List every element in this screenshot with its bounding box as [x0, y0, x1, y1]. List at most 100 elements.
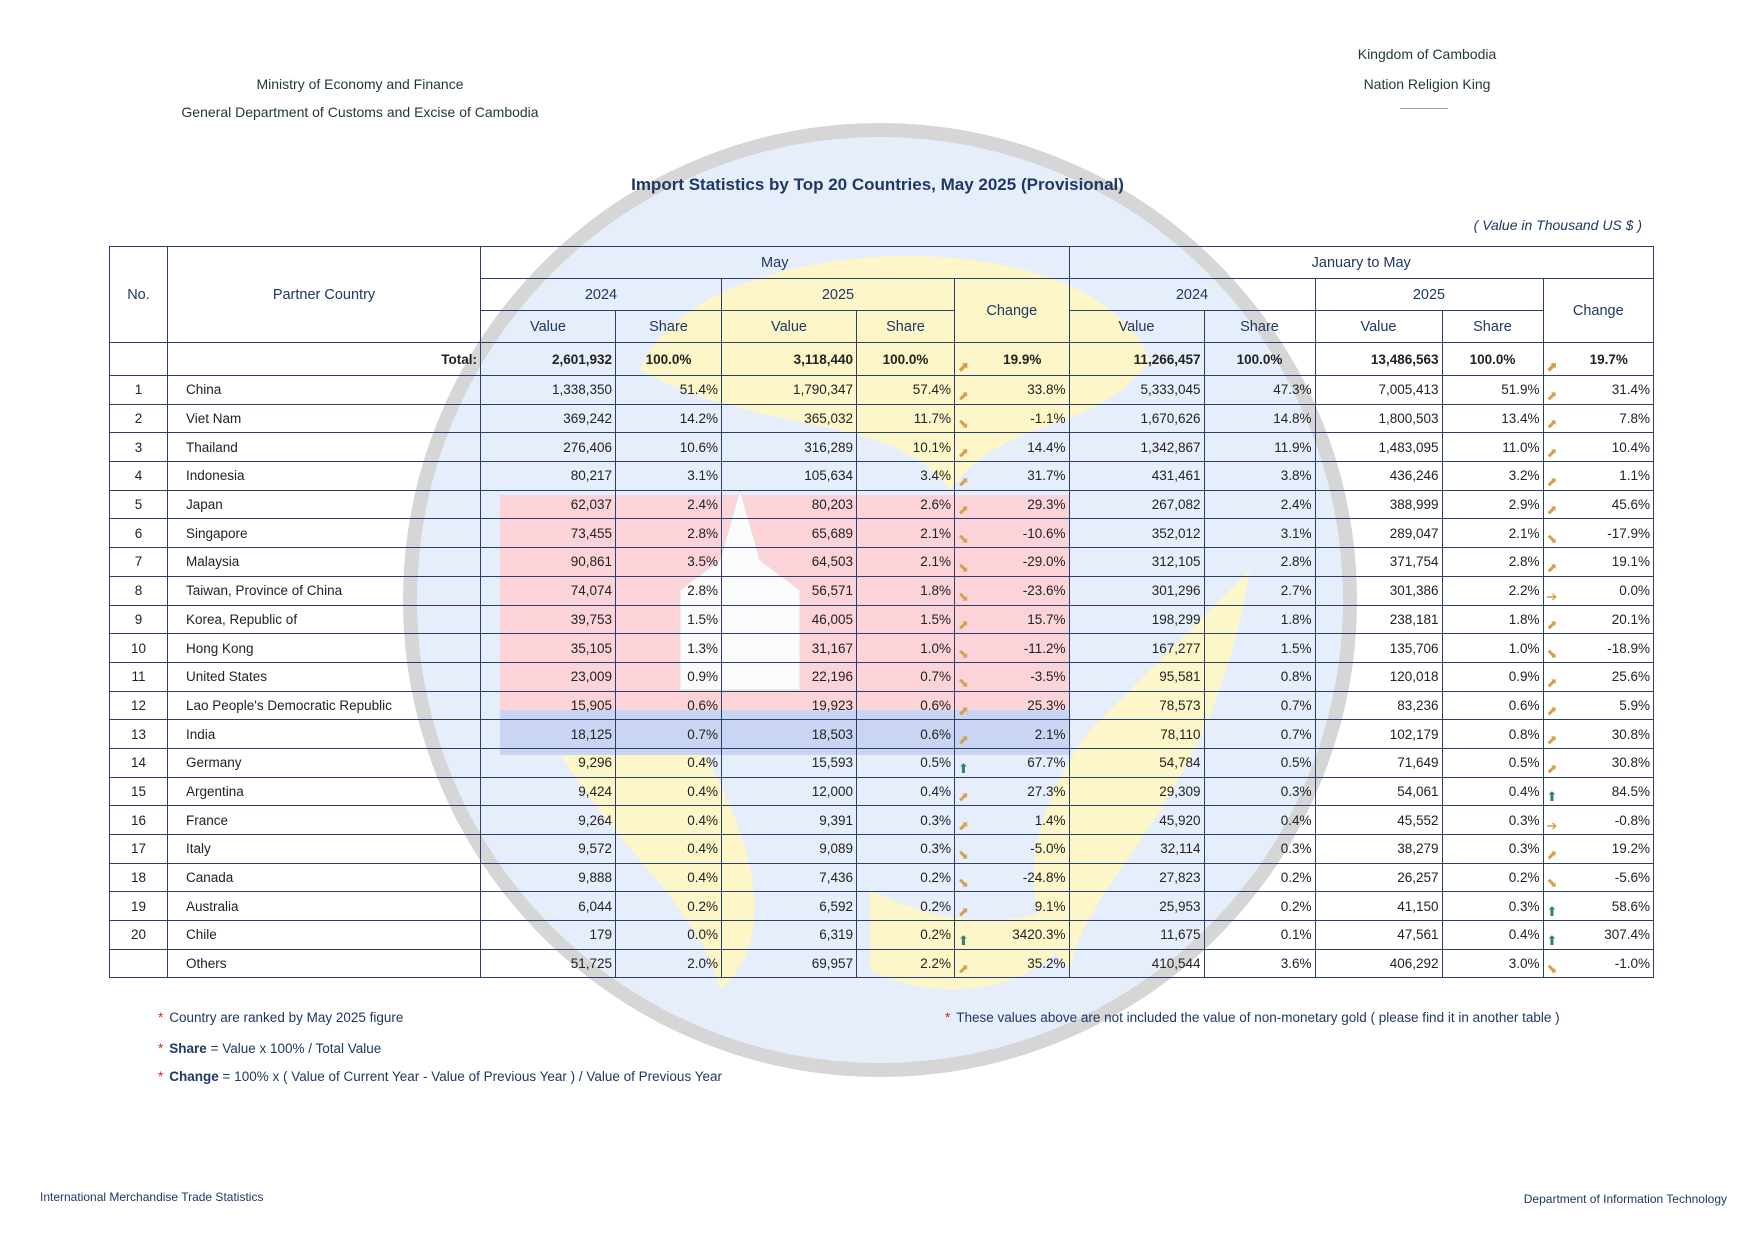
ytd-2025-value: 120,018 [1314, 661, 1443, 692]
may-2025-value: 22,196 [721, 661, 857, 692]
may-2024-value: 9,888 [480, 862, 616, 893]
ytd-2024-value: 431,461 [1068, 461, 1205, 491]
total-label: Total: [167, 342, 481, 376]
may-2024-share: 2.8% [615, 575, 722, 606]
arrow-up-icon: ⬆ [958, 760, 969, 776]
rank-cell [109, 948, 168, 979]
ytd-trend: ⬆ [1542, 891, 1565, 922]
country-cell: Korea, Republic of [167, 604, 481, 635]
may-2025-share: 0.5% [856, 747, 955, 778]
may-2025-share: 0.7% [856, 661, 955, 692]
ytd-change: 7.8% [1564, 403, 1654, 434]
ytd-change: 307.4% [1564, 920, 1654, 950]
ytd-2024-value: 267,082 [1068, 489, 1205, 520]
header-ytd-2025: 2025 [1314, 278, 1544, 311]
ytd-2025-value: 54,061 [1314, 776, 1443, 807]
may-2025-value: 56,571 [721, 575, 857, 606]
may-2024-share: 1.3% [615, 633, 722, 663]
header-value: Value [1314, 310, 1443, 343]
ytd-2025-share: 2.1% [1441, 518, 1544, 549]
department-label: General Department of Customs and Excise… [181, 104, 539, 120]
ytd-2025-share: 51.9% [1441, 375, 1544, 405]
may-change: -23.6% [976, 575, 1070, 606]
may-2025-share: 1.5% [856, 604, 955, 635]
may-change: 33.8% [976, 375, 1070, 405]
may-2025-share: 10.1% [856, 432, 955, 463]
unit-note: ( Value in Thousand US $ ) [1473, 217, 1642, 233]
ytd-trend: ⬈ [1542, 461, 1565, 491]
may-change: 25.3% [976, 690, 1070, 721]
may-2025-share: 0.3% [856, 834, 955, 864]
ytd-2024-value: 301,296 [1068, 575, 1205, 606]
ytd-2025-value: 45,552 [1314, 805, 1443, 835]
table-row: 5 Japan 62,037 2.4% 80,203 2.6% ⬈ 29.3% 267,082 2… [109, 489, 1654, 520]
arrow-down-right-icon: ⬊ [958, 846, 969, 862]
arrow-down-right-icon: ⬊ [958, 531, 969, 547]
may-2025-value: 1,790,347 [721, 375, 857, 405]
arrow-down-right-icon: ⬊ [958, 875, 969, 891]
rank-cell: 19 [109, 891, 168, 922]
country-cell: Others [167, 948, 481, 979]
ytd-2025-value: 71,649 [1314, 747, 1443, 778]
total-may-trend: ⬈ [954, 342, 976, 376]
ytd-2024-share: 47.3% [1203, 375, 1316, 405]
may-2024-value: 9,296 [480, 747, 616, 778]
may-2025-share: 0.2% [856, 920, 955, 950]
rank-cell: 8 [109, 575, 168, 606]
ytd-change: 5.9% [1564, 690, 1654, 721]
arrow-up-right-icon: ⬈ [1546, 617, 1558, 633]
ytd-2025-value: 83,236 [1314, 690, 1443, 721]
ytd-change: -0.8% [1564, 805, 1654, 835]
header-may: May [480, 246, 1070, 279]
may-change: -3.5% [976, 661, 1070, 692]
may-2024-value: 18,125 [480, 719, 616, 749]
ytd-2025-share: 2.2% [1441, 575, 1544, 606]
rank-cell: 14 [109, 747, 168, 778]
ytd-2025-share: 0.5% [1441, 747, 1544, 778]
arrow-up-icon: ⬆ [1546, 789, 1558, 805]
ytd-2024-value: 54,784 [1068, 747, 1205, 778]
may-2024-value: 80,217 [480, 461, 616, 491]
arrow-up-right-icon: ⬈ [958, 359, 969, 374]
ytd-2025-share: 0.4% [1441, 776, 1544, 807]
ytd-2025-share: 0.8% [1441, 719, 1544, 749]
ytd-2024-value: 410,544 [1068, 948, 1205, 979]
ytd-2025-value: 388,999 [1314, 489, 1443, 520]
table-row: 9 Korea, Republic of 39,753 1.5% 46,005 1.5% ⬈… [109, 604, 1654, 635]
arrow-up-right-icon: ⬈ [1546, 731, 1558, 747]
country-cell: Argentina [167, 776, 481, 807]
ytd-2025-value: 406,292 [1314, 948, 1443, 979]
may-2024-share: 0.6% [615, 690, 722, 721]
table-row: Others 51,725 2.0% 69,957 2.2% ⬈ 35.2% 410,544 3… [109, 948, 1654, 979]
ytd-trend: ⬈ [1542, 834, 1565, 864]
arrow-up-right-icon: ⬈ [958, 617, 969, 633]
arrow-down-right-icon: ⬊ [958, 645, 969, 661]
arrow-up-right-icon: ⬈ [1546, 387, 1558, 403]
ytd-2025-share: 3.0% [1441, 948, 1544, 979]
may-2025-share: 2.1% [856, 518, 955, 549]
may-change: 2.1% [976, 719, 1070, 749]
ytd-2025-share: 0.3% [1441, 891, 1544, 922]
ytd-2024-value: 5,333,045 [1068, 375, 1205, 405]
header-ytd-change: Change [1542, 278, 1654, 343]
may-2025-value: 6,592 [721, 891, 857, 922]
arrow-up-right-icon: ⬈ [1546, 359, 1558, 374]
rank-cell: 13 [109, 719, 168, 749]
rank-cell: 5 [109, 489, 168, 520]
ytd-2024-value: 1,670,626 [1068, 403, 1205, 434]
may-2025-share: 0.6% [856, 690, 955, 721]
may-2024-share: 0.4% [615, 747, 722, 778]
arrow-up-right-icon: ⬈ [1546, 674, 1558, 690]
total-may-2025-share: 100.0% [856, 342, 955, 376]
arrow-down-right-icon: ⬊ [958, 674, 969, 690]
may-trend: ⬊ [954, 518, 976, 549]
may-2025-share: 0.2% [856, 891, 955, 922]
total-ytd-2024-share: 100.0% [1203, 342, 1316, 376]
table-row: 7 Malaysia 90,861 3.5% 64,503 2.1% ⬊ -29.0% 312,… [109, 547, 1654, 577]
ytd-change: -5.6% [1564, 862, 1654, 893]
may-2024-share: 14.2% [615, 403, 722, 434]
may-2024-share: 0.7% [615, 719, 722, 749]
header-value: Value [721, 310, 857, 343]
may-trend: ⬊ [954, 403, 976, 434]
arrow-up-right-icon: ⬈ [1546, 703, 1558, 719]
